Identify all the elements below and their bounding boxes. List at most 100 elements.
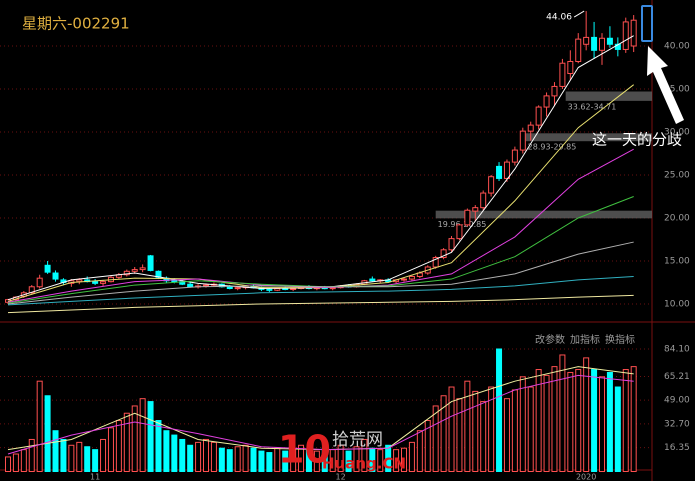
volume-bar: [250, 447, 257, 472]
candle-body: [401, 278, 407, 281]
volume-bar: [606, 371, 613, 473]
volume-bar: [361, 438, 368, 472]
candle-body: [290, 288, 297, 291]
volume-bar: [377, 449, 384, 472]
candle-body: [480, 192, 487, 209]
zone-label: 33.62-34.71: [568, 102, 617, 111]
candle-body: [234, 287, 241, 290]
volume-bar: [84, 446, 91, 473]
candle-body: [503, 161, 510, 179]
volume-bar: [210, 441, 217, 472]
y-tick-label: 65.21: [664, 372, 690, 382]
y-tick-label: 49.00: [664, 396, 690, 406]
volume-bar: [203, 438, 209, 472]
candle-body: [226, 286, 233, 290]
volume-bar: [100, 438, 107, 472]
volume-bar: [345, 450, 352, 472]
candle-body: [52, 272, 59, 280]
moving-average: [7, 374, 634, 455]
volume-bar: [12, 453, 19, 473]
candle-body: [369, 278, 376, 282]
candle-body: [44, 264, 51, 273]
volume-bar: [298, 444, 305, 473]
candle-body: [496, 165, 503, 179]
volume-bar: [171, 434, 178, 473]
volume-bar: [226, 449, 233, 472]
candle-body: [92, 281, 99, 284]
candle-body: [606, 37, 613, 45]
volume-bar: [559, 354, 566, 472]
candle-body: [591, 36, 598, 51]
volume-bar: [195, 441, 202, 472]
volume-bar: [234, 446, 241, 473]
y-tick-label: 15.00: [664, 256, 690, 266]
volume-bar: [242, 444, 249, 473]
volume-bar: [567, 371, 574, 473]
watermark-site: 拾荒网: [332, 430, 383, 450]
volume-bar: [630, 366, 637, 472]
volume-bar: [44, 395, 51, 472]
volume-bar: [488, 386, 495, 472]
y-tick-label: 84.10: [664, 345, 690, 355]
volume-bar: [52, 430, 59, 472]
volume-bar: [313, 450, 320, 472]
x-tick-label: 2020: [576, 473, 596, 481]
volume-bar: [511, 389, 518, 473]
volume-bar: [131, 405, 138, 472]
volume-bar: [622, 369, 629, 473]
volume-bar: [123, 412, 130, 472]
candle-body: [139, 267, 146, 271]
candle-body: [567, 60, 574, 75]
volume-bar: [282, 450, 289, 472]
volume-bar: [472, 390, 479, 473]
volume-bar: [258, 450, 265, 472]
candle-body: [147, 255, 154, 271]
volume-bar: [337, 444, 344, 473]
volume-bar: [5, 456, 11, 473]
volume-bar: [266, 452, 273, 472]
volume-bar: [107, 427, 114, 473]
price-zone: [525, 133, 652, 142]
toolbar-button[interactable]: 改参数: [535, 333, 565, 346]
zone-label: 28.93-29.85: [528, 143, 577, 152]
volume-bar: [385, 444, 392, 473]
y-tick-label: 35.00: [664, 85, 690, 95]
watermark-domain: Huang.CN: [322, 455, 406, 473]
candle-body: [187, 283, 194, 288]
moving-average: [7, 294, 634, 314]
watermark-number: 10: [278, 428, 331, 472]
callout-arrow: [647, 46, 684, 124]
volume-bar: [527, 386, 534, 472]
candle-body: [551, 85, 558, 97]
candle-body: [622, 21, 629, 50]
candle-body: [100, 281, 107, 284]
volume-bar: [115, 420, 122, 472]
volume-bar: [591, 369, 598, 473]
volume-bar: [179, 438, 186, 472]
volume-bar: [599, 376, 605, 472]
volume-bar: [503, 398, 510, 473]
volume-bar: [543, 374, 550, 472]
volume-bar: [583, 357, 590, 472]
volume-bar: [60, 438, 67, 472]
callout-text: 这一天的分歧: [592, 131, 682, 149]
toolbar-button[interactable]: 换指标: [605, 333, 635, 346]
high-pointer: [573, 10, 585, 18]
volume-bar: [551, 366, 558, 472]
candle-body: [472, 207, 479, 212]
volume-bar: [448, 386, 455, 472]
candle-body: [171, 280, 178, 283]
volume-bar: [68, 444, 75, 473]
volume-bar: [290, 449, 297, 472]
price-zone: [435, 210, 652, 219]
candle-body: [511, 149, 518, 163]
price-zone: [565, 91, 652, 101]
volume-bar: [28, 438, 35, 472]
volume-bar: [456, 398, 463, 473]
toolbar-button[interactable]: 加指标: [570, 333, 600, 346]
candle-body: [519, 130, 526, 151]
candle-body: [440, 249, 447, 259]
candle-body: [408, 275, 415, 280]
moving-average: [7, 241, 634, 305]
